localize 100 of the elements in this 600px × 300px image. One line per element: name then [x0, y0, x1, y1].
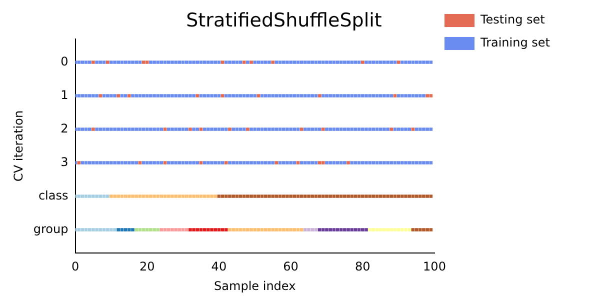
point — [282, 194, 286, 198]
point — [304, 228, 307, 232]
point — [192, 228, 196, 232]
point — [296, 161, 300, 164]
point — [414, 194, 418, 198]
point — [274, 228, 278, 232]
legend-label: Training set — [479, 36, 550, 50]
point — [336, 194, 340, 198]
point — [156, 194, 160, 198]
point — [77, 161, 81, 164]
point — [224, 228, 228, 232]
point — [404, 228, 408, 232]
point — [321, 194, 325, 198]
point — [106, 228, 110, 232]
point — [332, 194, 336, 198]
point — [411, 128, 415, 131]
point — [116, 94, 120, 98]
point — [106, 60, 110, 64]
point — [271, 194, 274, 198]
point — [181, 194, 185, 198]
point — [142, 60, 146, 64]
point — [250, 194, 253, 198]
point — [166, 228, 170, 232]
point — [217, 228, 221, 232]
point — [325, 228, 328, 232]
x-tick-label: 100 — [423, 260, 446, 274]
point — [95, 228, 98, 232]
point — [318, 194, 322, 198]
point — [220, 94, 224, 98]
point — [235, 228, 239, 232]
point — [188, 194, 192, 198]
x-tick-label: 20 — [139, 260, 155, 274]
point — [372, 228, 376, 232]
point — [134, 194, 138, 198]
point — [429, 94, 433, 98]
point — [206, 194, 210, 198]
point — [274, 161, 278, 164]
point — [131, 228, 134, 232]
point — [321, 128, 325, 131]
point — [350, 228, 354, 232]
point — [224, 161, 228, 164]
point — [178, 228, 182, 232]
point — [408, 228, 412, 232]
y-tick-label: class — [38, 188, 68, 202]
point — [382, 194, 386, 198]
point — [224, 194, 228, 198]
point — [196, 94, 200, 98]
point — [163, 161, 167, 164]
point — [142, 194, 146, 198]
point — [372, 194, 376, 198]
point — [325, 194, 328, 198]
point — [84, 228, 88, 232]
point — [339, 228, 343, 232]
point — [88, 228, 92, 232]
point — [170, 228, 174, 232]
legend-label: Testing set — [479, 12, 546, 27]
point — [378, 194, 382, 198]
point — [184, 194, 188, 198]
point — [220, 60, 224, 64]
point — [404, 194, 408, 198]
point — [206, 228, 210, 232]
point — [296, 194, 300, 198]
point — [310, 228, 314, 232]
point — [260, 228, 264, 232]
point — [343, 228, 346, 232]
y-tick-label: 1 — [60, 88, 68, 102]
point — [264, 228, 268, 232]
point — [360, 60, 364, 64]
point — [217, 194, 221, 198]
point — [228, 194, 232, 198]
point — [156, 228, 160, 232]
point — [238, 194, 242, 198]
point — [242, 194, 246, 198]
point — [238, 228, 242, 232]
point — [396, 194, 400, 198]
point — [192, 194, 196, 198]
x-tick-label: 0 — [71, 260, 80, 274]
point — [124, 194, 128, 198]
point — [375, 194, 379, 198]
point — [110, 194, 113, 198]
point — [124, 228, 128, 232]
point — [360, 228, 364, 232]
point — [214, 194, 218, 198]
point — [256, 228, 260, 232]
point — [314, 194, 318, 198]
y-tick-label: 0 — [60, 54, 68, 68]
point — [346, 161, 350, 164]
point — [80, 228, 84, 232]
point — [202, 228, 206, 232]
point — [318, 94, 322, 98]
point — [422, 194, 426, 198]
point — [88, 194, 92, 198]
point — [343, 194, 346, 198]
point — [250, 228, 253, 232]
point — [382, 228, 386, 232]
point — [426, 228, 429, 232]
point — [304, 194, 307, 198]
point — [411, 228, 415, 232]
point — [188, 128, 192, 131]
point — [364, 228, 368, 232]
